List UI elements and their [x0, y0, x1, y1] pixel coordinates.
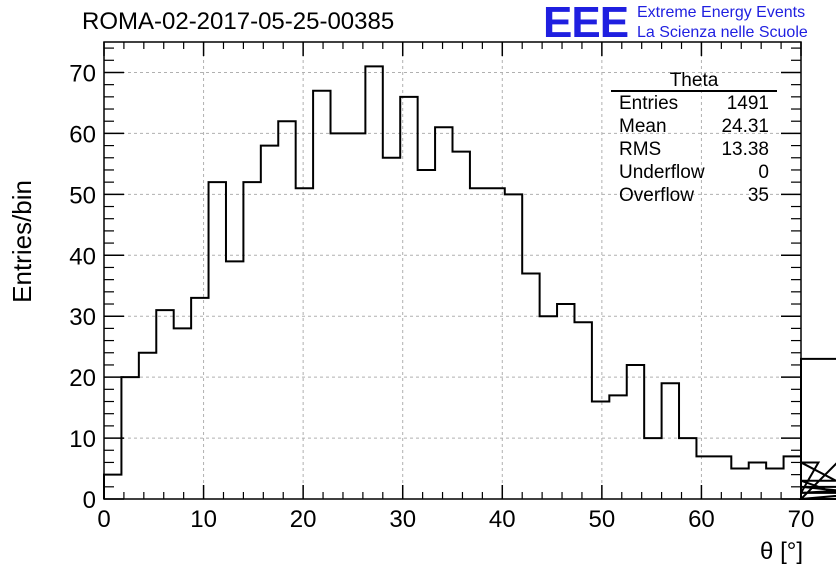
y-tick-label: 30 — [69, 304, 96, 331]
x-tick-label: 40 — [489, 506, 516, 533]
stats-label: Underflow — [619, 162, 705, 183]
stats-value: 13.38 — [721, 139, 769, 160]
axis-ticks — [103, 42, 802, 500]
y-tick-label: 40 — [69, 243, 96, 270]
stats-label: RMS — [619, 139, 662, 160]
stats-row-underflow: Underflow 0 — [611, 161, 777, 184]
stats-row-mean: Mean 24.31 — [611, 115, 777, 138]
stats-value: 1491 — [726, 93, 769, 114]
y-tick-labels: 0 10 20 30 40 50 60 70 — [69, 60, 96, 514]
stats-title: Theta — [611, 71, 777, 92]
x-tick-label: 50 — [589, 506, 616, 533]
x-axis-label: θ [°] — [760, 538, 803, 565]
stats-value: 24.31 — [721, 116, 769, 137]
x-tick-label: 10 — [190, 506, 217, 533]
plot-title: ROMA-02-2017-05-25-00385 — [82, 8, 395, 35]
y-tick-label: 10 — [69, 426, 96, 453]
logo-caption-line1: Extreme Energy Events — [637, 4, 806, 21]
x-tick-label: 20 — [290, 506, 317, 533]
stats-label: Entries — [619, 93, 679, 114]
stats-row-rms: RMS 13.38 — [611, 138, 777, 161]
stats-row-overflow: Overflow 35 — [611, 184, 777, 207]
x-tick-labels: 0 10 20 30 40 50 60 70 — [97, 506, 814, 533]
stats-value: 0 — [758, 162, 769, 183]
stats-value: 35 — [747, 185, 769, 206]
grid-lines — [104, 42, 801, 499]
plot-frame — [103, 41, 802, 500]
y-tick-label: 70 — [69, 60, 96, 87]
y-axis-label: Entries/bin — [7, 180, 37, 303]
stats-box: Theta Entries 1491 Mean 24.31 RMS 13.38 … — [611, 71, 777, 207]
stats-row-entries: Entries 1491 — [611, 92, 777, 115]
y-tick-label: 60 — [69, 121, 96, 148]
x-tick-label: 60 — [688, 506, 715, 533]
x-tick-label: 70 — [788, 506, 815, 533]
stats-label: Overflow — [619, 185, 694, 206]
y-tick-label: 50 — [69, 182, 96, 209]
logo-caption-line2: La Scienza nelle Scuole — [637, 24, 808, 41]
stats-label: Mean — [619, 116, 667, 137]
histogram-step-line — [103, 65, 836, 500]
eee-logo: EEE — [543, 0, 629, 47]
x-tick-label: 0 — [97, 506, 110, 533]
y-tick-label: 0 — [83, 487, 96, 514]
y-tick-label: 20 — [69, 365, 96, 392]
x-tick-label: 30 — [389, 506, 416, 533]
